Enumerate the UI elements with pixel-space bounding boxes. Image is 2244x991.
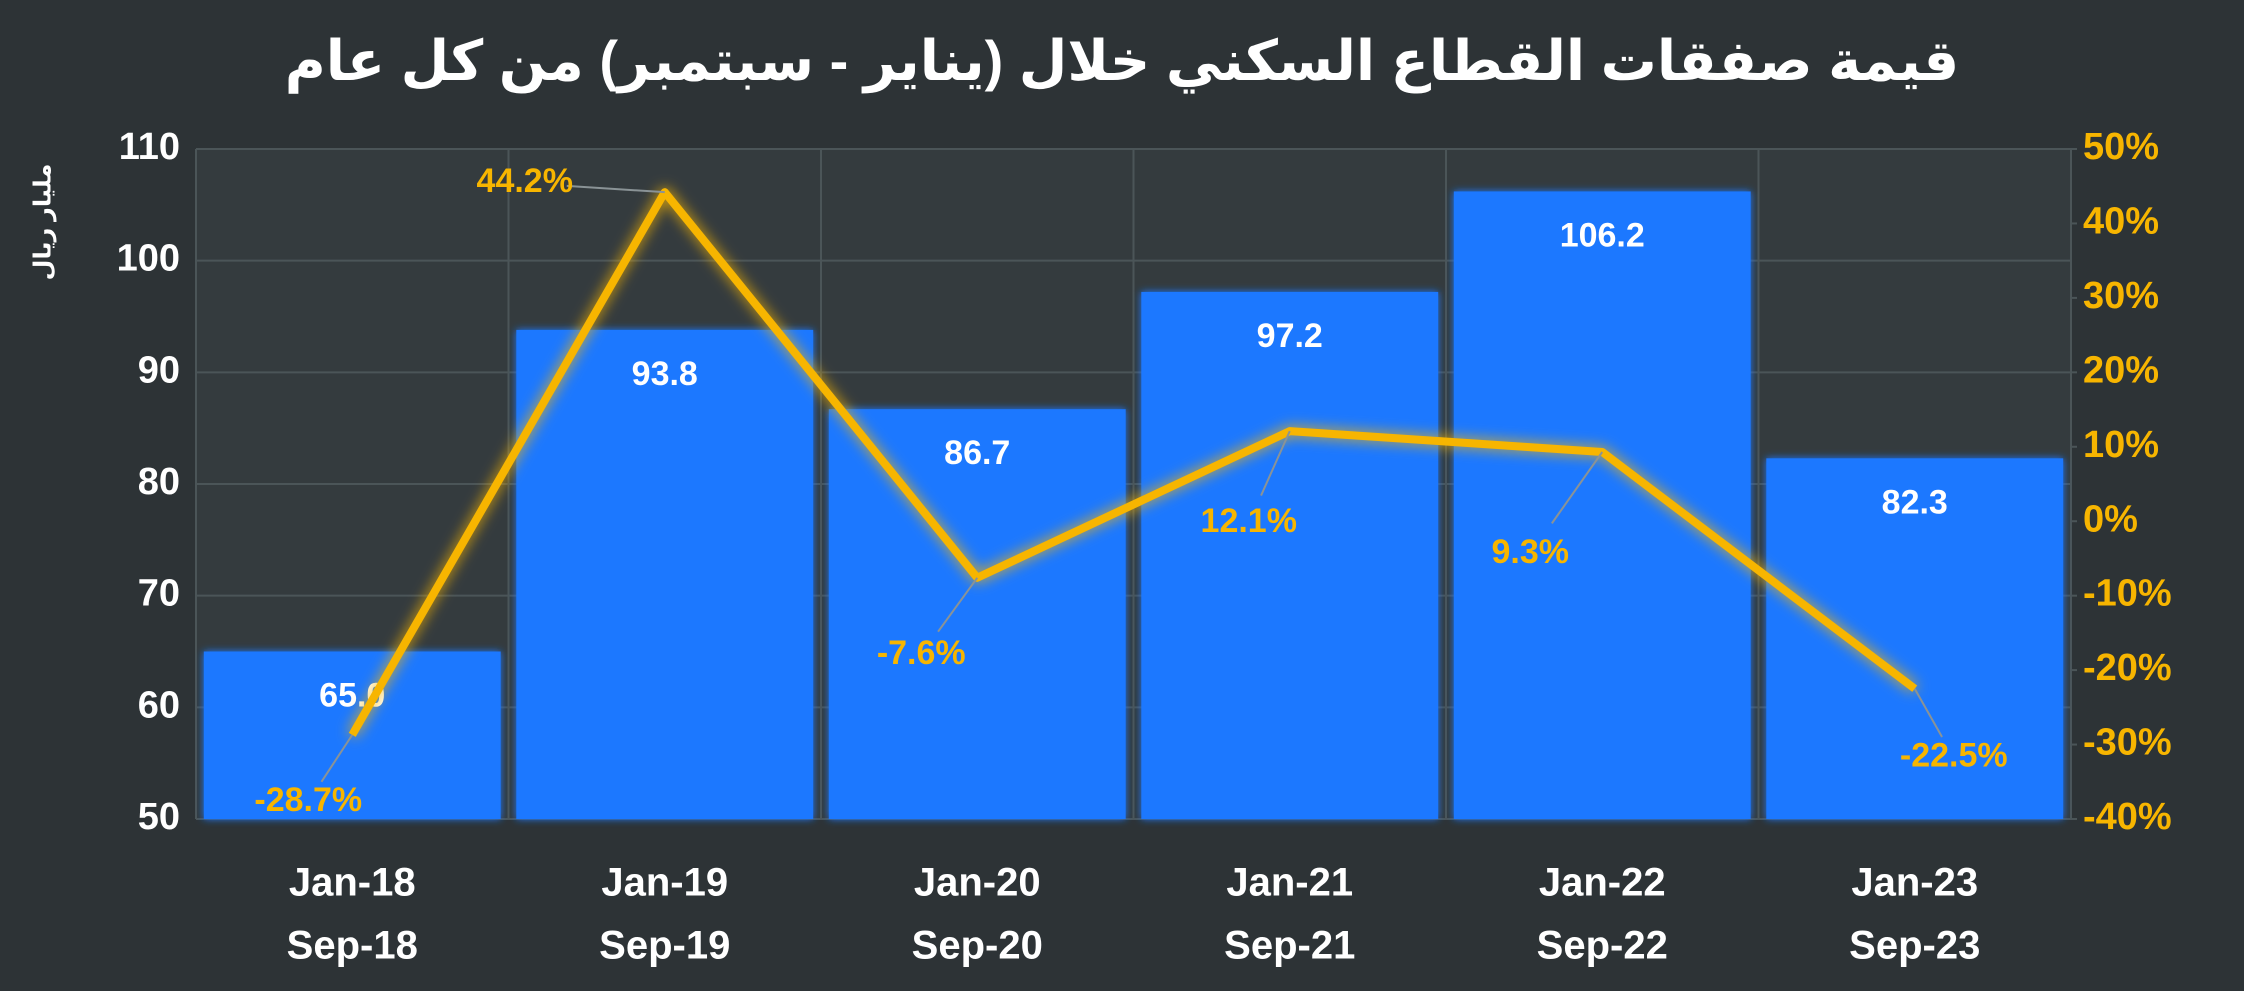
line-value-label: 9.3% [1492,533,1570,571]
y-tick-label: 80 [138,461,180,503]
leader-line [566,184,665,194]
x-tick-label: Jan-18 [289,861,416,905]
y-tick-label: 100 [117,238,180,280]
line-value-label: -22.5% [1900,737,2008,775]
leader-line [1260,430,1291,496]
line-value-label: 44.2% [477,162,573,200]
y2-tick-label: -10% [2083,573,2172,615]
x-tick-label: Jan-23 [1851,861,1978,905]
bar [828,409,1126,819]
x-tick-label: Sep-22 [1537,924,1668,968]
y-tick-label: 70 [138,573,180,615]
bar [516,329,814,819]
bar-value-label: 106.2 [1560,216,1645,254]
y-axis-label: مليار ريال [29,164,56,281]
y2-tick-label: 20% [2083,349,2159,391]
leader-line [1551,451,1604,524]
chart-title: قيمة صفقات القطاع السكني خلال (يناير - س… [285,29,1959,94]
x-tick-label: Jan-21 [1226,861,1353,905]
line-value-label: -28.7% [254,781,362,819]
x-tick-label: Sep-21 [1224,924,1355,968]
line-value-label: 12.1% [1201,502,1297,540]
x-tick-label: Jan-19 [601,861,728,905]
y-tick-label: 90 [138,349,180,391]
y2-tick-label: 50% [2083,126,2159,168]
bar [1766,458,2064,819]
y-tick-label: 110 [119,126,180,168]
y2-tick-label: 0% [2083,498,2138,540]
x-tick-label: Jan-20 [914,861,1041,905]
y2-tick-label: -40% [2083,796,2172,838]
bar [1453,191,1751,819]
line [348,188,1918,737]
leader-line [937,577,979,633]
y-tick-label: 60 [138,684,180,726]
leader-line [1913,688,1943,738]
bar-value-label: 82.3 [1882,483,1948,521]
y2-tick-label: -30% [2083,722,2172,764]
y2-tick-label: 30% [2083,275,2159,317]
x-tick-label: Sep-18 [287,924,418,968]
x-tick-label: Jan-22 [1539,861,1666,905]
x-tick-label: Sep-20 [912,924,1043,968]
y-tick-label: 50 [138,796,180,838]
x-tick-label: Sep-23 [1849,924,1980,968]
y2-tick-label: 40% [2083,200,2159,242]
y2-tick-label: -20% [2083,647,2172,689]
bar-value-label: 97.2 [1257,317,1323,355]
y2-tick-label: 10% [2083,424,2159,466]
bar [1141,291,1439,819]
leader-line [320,734,354,783]
x-tick-label: Sep-19 [599,924,730,968]
bar-value-label: 93.8 [632,355,698,393]
bar-value-label: 86.7 [944,434,1010,472]
line-value-label: -7.6% [877,634,966,672]
